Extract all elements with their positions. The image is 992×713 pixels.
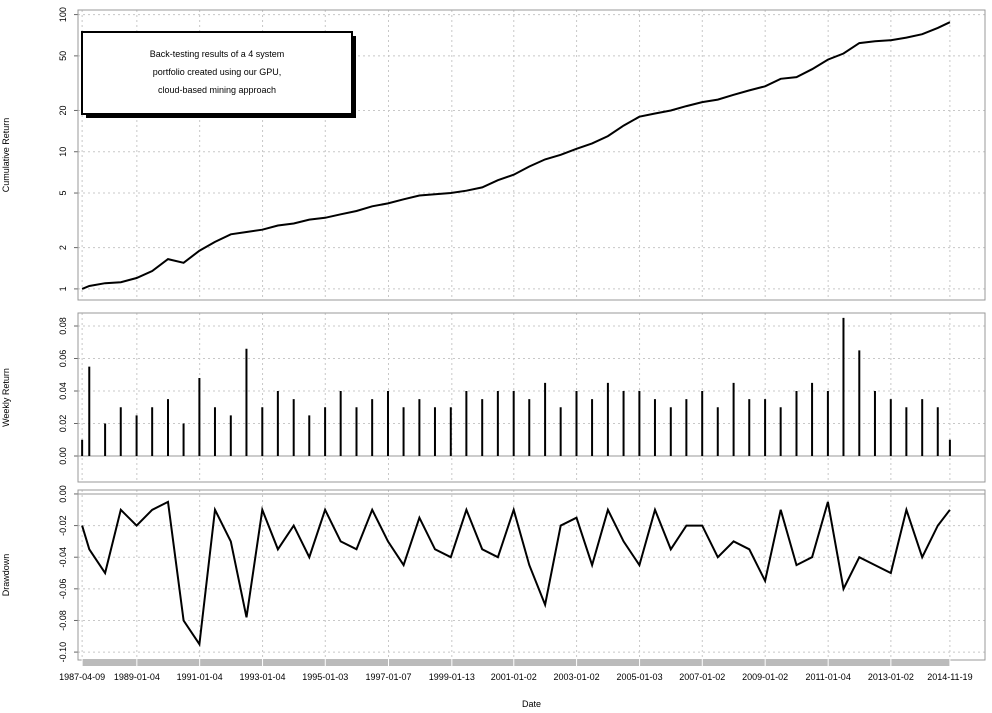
y-tick-label: 0.08	[58, 317, 68, 335]
y-axis-label: Weekly Return	[1, 368, 11, 427]
annotation-text: cloud-based mining approach	[158, 85, 276, 95]
y-tick-label: 2	[58, 245, 68, 250]
date-axis-band	[82, 659, 950, 666]
annotation-box	[81, 31, 353, 115]
y-tick-label: 0.00	[58, 447, 68, 465]
y-tick-label: -0.04	[58, 547, 68, 568]
x-tick-label: 2009-01-02	[742, 672, 788, 682]
y-tick-label: 0.02	[58, 415, 68, 433]
y-tick-label: 0.06	[58, 350, 68, 368]
x-tick-label: 1993-01-04	[240, 672, 286, 682]
y-tick-label: -0.06	[58, 579, 68, 600]
x-tick-label: 2001-01-02	[491, 672, 537, 682]
y-tick-label: 50	[58, 51, 68, 61]
y-tick-label: 20	[58, 105, 68, 115]
x-axis-label: Date	[522, 699, 541, 709]
data-line	[81, 500, 951, 648]
y-tick-label: 5	[58, 191, 68, 196]
x-tick-label: 1987-04-09	[59, 672, 105, 682]
y-tick-label: 10	[58, 147, 68, 157]
x-tick-label: 2013-01-02	[868, 672, 914, 682]
x-tick-label: 1999-01-13	[429, 672, 475, 682]
x-tick-label: 2011-01-04	[805, 672, 850, 682]
annotation-text: Back-testing results of a 4 system	[150, 49, 285, 59]
x-tick-label: 2003-01-02	[554, 672, 600, 682]
plot-frame	[77, 9, 986, 301]
y-tick-label: 0.00	[58, 485, 68, 503]
x-tick-label: 1995-01-03	[302, 672, 348, 682]
y-tick-label: -0.02	[58, 515, 68, 536]
y-axis-label: Drawdown	[1, 554, 11, 597]
plot-frame	[77, 312, 986, 483]
y-tick-label: 0.04	[58, 382, 68, 400]
x-tick-label: 2005-01-03	[617, 672, 663, 682]
y-tick-label: 100	[58, 7, 68, 22]
x-tick-label: 1991-01-04	[177, 672, 223, 682]
x-tick-label: 2007-01-02	[679, 672, 725, 682]
y-tick-label: -0.08	[58, 610, 68, 631]
x-tick-label: 1997-01-07	[365, 672, 411, 682]
x-tick-label: 2014-11-19	[927, 672, 972, 682]
y-axis-label: Cumulative Return	[1, 118, 11, 193]
annotation-text: portfolio created using our GPU,	[153, 67, 282, 77]
data-line	[81, 21, 951, 290]
y-tick-label: -0.10	[58, 642, 68, 663]
x-tick-label: 1989-01-04	[114, 672, 160, 682]
y-tick-label: 1	[58, 286, 68, 291]
